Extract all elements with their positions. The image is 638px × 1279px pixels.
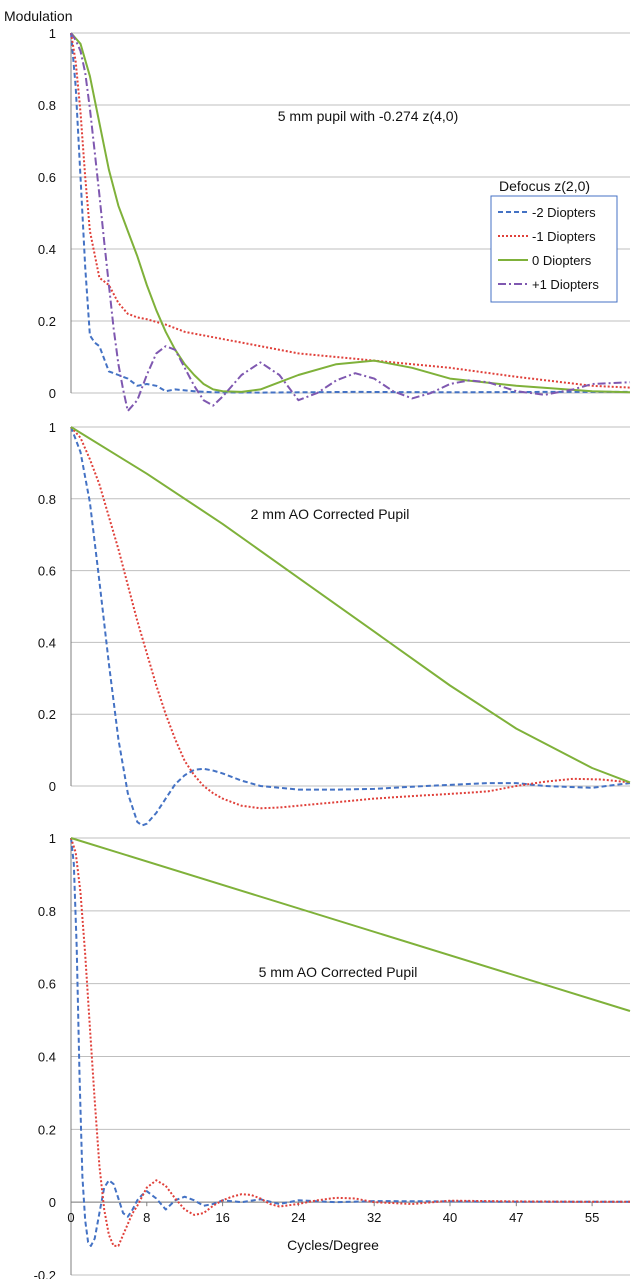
y-tick-label: 0 <box>49 779 56 794</box>
y-tick-label: 0.8 <box>38 904 56 919</box>
y-tick-label: 1 <box>49 831 56 846</box>
series-line-zero <box>70 32 631 394</box>
x-tick-label: 16 <box>215 1210 229 1225</box>
panel-middle: 1 0.8 0.6 0.4 0.2 0 2 mm AO Corrected Pupil <box>38 420 631 827</box>
panel-title: 2 mm AO Corrected Pupil <box>251 506 410 522</box>
x-tick-label: 55 <box>585 1210 599 1225</box>
y-tick-label: 0.8 <box>38 492 56 507</box>
panel-top: 1 0.8 0.6 0.4 0.2 0 5 mm pupil with -0.274 z(4… <box>38 26 631 412</box>
series-line-minus2 <box>70 426 631 827</box>
y-tick-label: 1 <box>49 420 56 435</box>
series-line-minus2 <box>70 32 630 394</box>
y-tick-label: 0.8 <box>38 98 56 113</box>
legend-label: 0 Diopters <box>532 253 592 268</box>
x-axis-title: Cycles/Degree <box>287 1237 379 1253</box>
y-tick-label: 0.2 <box>38 707 56 722</box>
legend-label: +1 Diopters <box>532 277 599 292</box>
y-tick-label: 0.4 <box>38 242 56 257</box>
panel-bottom: 1 0.8 0.6 0.4 0.2 0 -0.2 0 8 16 24 32 40 47 55 5 mm AO … <box>34 831 631 1279</box>
x-tick-label: 0 <box>67 1210 74 1225</box>
x-tick-label: 24 <box>291 1210 305 1225</box>
y-tick-label: 0 <box>49 386 56 401</box>
y-tick-label: 1 <box>49 26 56 41</box>
y-tick-label: 0.2 <box>38 314 56 329</box>
y-tick-label: 0.6 <box>38 564 56 579</box>
series-line-zero <box>70 837 631 1012</box>
series-line-plus1 <box>70 32 631 412</box>
series-line-minus1 <box>70 837 630 1247</box>
y-tick-label: 0.2 <box>38 1122 56 1137</box>
y-axis-title: Modulation <box>4 8 73 24</box>
series-line-minus1 <box>70 426 631 810</box>
series-line-minus2 <box>70 837 630 1247</box>
y-tick-label: 0.4 <box>38 1050 56 1065</box>
panel-title: 5 mm pupil with -0.274 z(4,0) <box>278 108 459 124</box>
x-tick-label: 40 <box>443 1210 457 1225</box>
y-tick-label: 0 <box>49 1195 56 1210</box>
series-line-zero <box>70 426 631 784</box>
y-tick-label: 0.6 <box>38 170 56 185</box>
y-tick-label: -0.2 <box>34 1268 56 1279</box>
legend-label: -1 Diopters <box>532 229 596 244</box>
panel-title: 5 mm AO Corrected Pupil <box>259 964 418 980</box>
x-tick-label: 8 <box>143 1210 150 1225</box>
x-tick-label: 47 <box>509 1210 523 1225</box>
legend-box <box>490 195 618 303</box>
legend-label: -2 Diopters <box>532 205 596 220</box>
x-tick-label: 32 <box>367 1210 381 1225</box>
y-tick-label: 0.4 <box>38 635 56 650</box>
legend-title: Defocus z(2,0) <box>499 178 590 194</box>
y-tick-label: 0.6 <box>38 977 56 992</box>
